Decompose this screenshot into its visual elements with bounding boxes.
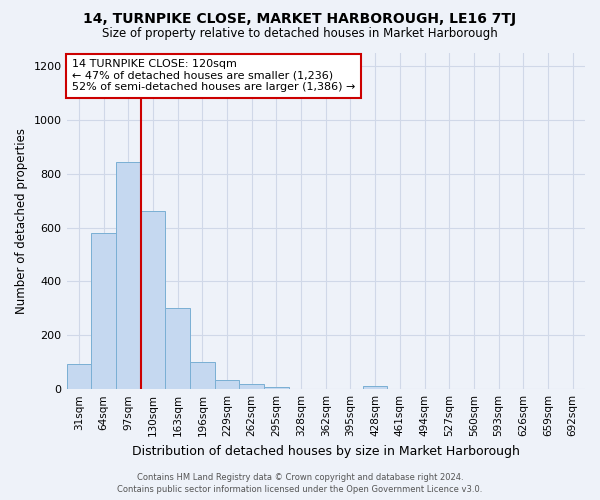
Text: 14 TURNPIKE CLOSE: 120sqm
← 47% of detached houses are smaller (1,236)
52% of se: 14 TURNPIKE CLOSE: 120sqm ← 47% of detac… bbox=[72, 59, 355, 92]
Bar bbox=[239, 384, 264, 389]
Bar bbox=[91, 233, 116, 389]
Text: 14, TURNPIKE CLOSE, MARKET HARBOROUGH, LE16 7TJ: 14, TURNPIKE CLOSE, MARKET HARBOROUGH, L… bbox=[83, 12, 517, 26]
Bar bbox=[215, 380, 239, 389]
Bar bbox=[289, 388, 313, 389]
Bar bbox=[116, 162, 140, 389]
X-axis label: Distribution of detached houses by size in Market Harborough: Distribution of detached houses by size … bbox=[132, 444, 520, 458]
Bar bbox=[363, 386, 388, 389]
Bar bbox=[165, 308, 190, 389]
Bar bbox=[140, 212, 165, 389]
Text: Contains HM Land Registry data © Crown copyright and database right 2024.
Contai: Contains HM Land Registry data © Crown c… bbox=[118, 472, 482, 494]
Y-axis label: Number of detached properties: Number of detached properties bbox=[15, 128, 28, 314]
Text: Size of property relative to detached houses in Market Harborough: Size of property relative to detached ho… bbox=[102, 28, 498, 40]
Bar bbox=[67, 364, 91, 389]
Bar bbox=[190, 362, 215, 389]
Bar bbox=[264, 387, 289, 389]
